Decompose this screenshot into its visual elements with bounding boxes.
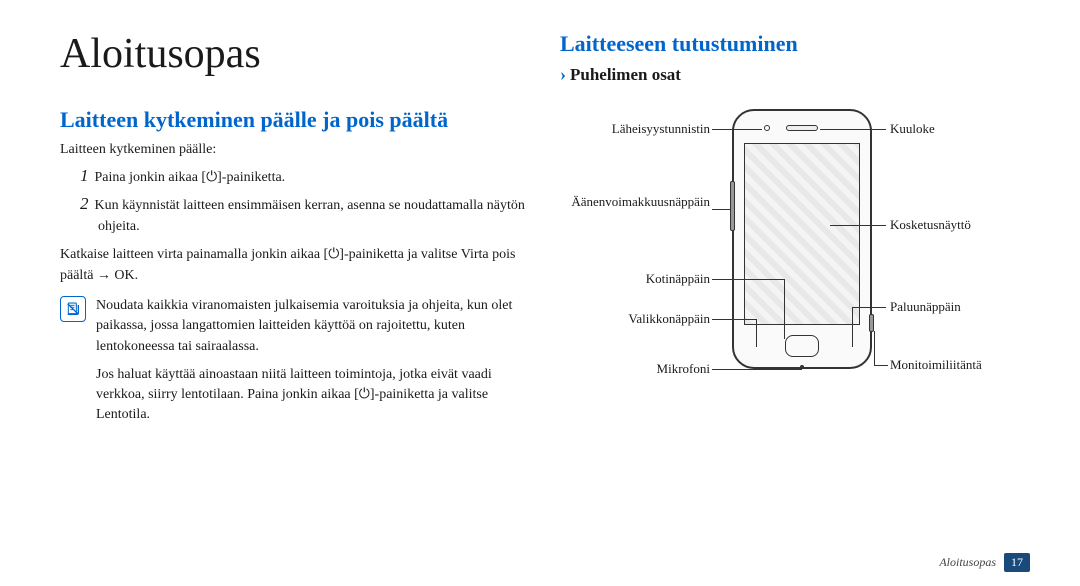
volume-key: [730, 181, 735, 231]
section-heading-right: Laitteeseen tutustuminen: [560, 30, 1030, 58]
proximity-dot: [764, 125, 770, 131]
page-number: 17: [1004, 553, 1030, 572]
note-2: Jos haluat käyttää ainoastaan niitä lait…: [96, 365, 530, 426]
label-home: Kotinäppäin: [560, 271, 710, 287]
label-volume: Äänenvoimakkuusnäppäin: [560, 194, 710, 210]
home-button: [785, 335, 819, 357]
intro-text: Laitteen kytkeminen päälle:: [60, 140, 530, 160]
footer-label: Aloitusopas: [939, 555, 996, 570]
step-2: Kun käynnistät laitteen ensimmäisen kerr…: [95, 198, 525, 234]
sub-heading: Puhelimen osat: [570, 65, 681, 84]
label-back: Paluunäppäin: [890, 299, 961, 315]
step-1: Paina jonkin aikaa [⏻]-painiketta.: [95, 170, 286, 185]
screen-area: [744, 143, 860, 325]
label-touchscreen: Kosketusnäyttö: [890, 217, 971, 233]
phone-diagram: Läheisyystunnistin Äänenvoimakkuusnäppäi…: [560, 99, 1000, 459]
steps-list: 1Paina jonkin aikaa [⏻]-painiketta. 2Kun…: [60, 164, 530, 238]
label-multi: Monitoimiliitäntä: [890, 357, 982, 373]
note-1: Noudata kaikkia viranomaisten julkaisemi…: [96, 296, 530, 357]
label-earpiece: Kuuloke: [890, 121, 935, 137]
menu-softkey: [754, 340, 774, 352]
label-prox: Läheisyystunnistin: [560, 121, 710, 137]
multi-port: [869, 314, 874, 332]
label-mic: Mikrofoni: [560, 361, 710, 377]
speaker-slot: [786, 125, 818, 131]
phone-outline: [732, 109, 872, 369]
section-heading-left: Laitteen kytkeminen päälle ja pois päält…: [60, 106, 530, 134]
page-title: Aloitusopas: [60, 30, 530, 78]
chevron-icon: ›: [560, 64, 566, 84]
back-softkey: [830, 340, 850, 352]
label-menu: Valikkonäppäin: [560, 311, 710, 327]
note-icon: [60, 296, 86, 322]
para-shutdown: Katkaise laitteen virta painamalla jonki…: [60, 245, 530, 286]
